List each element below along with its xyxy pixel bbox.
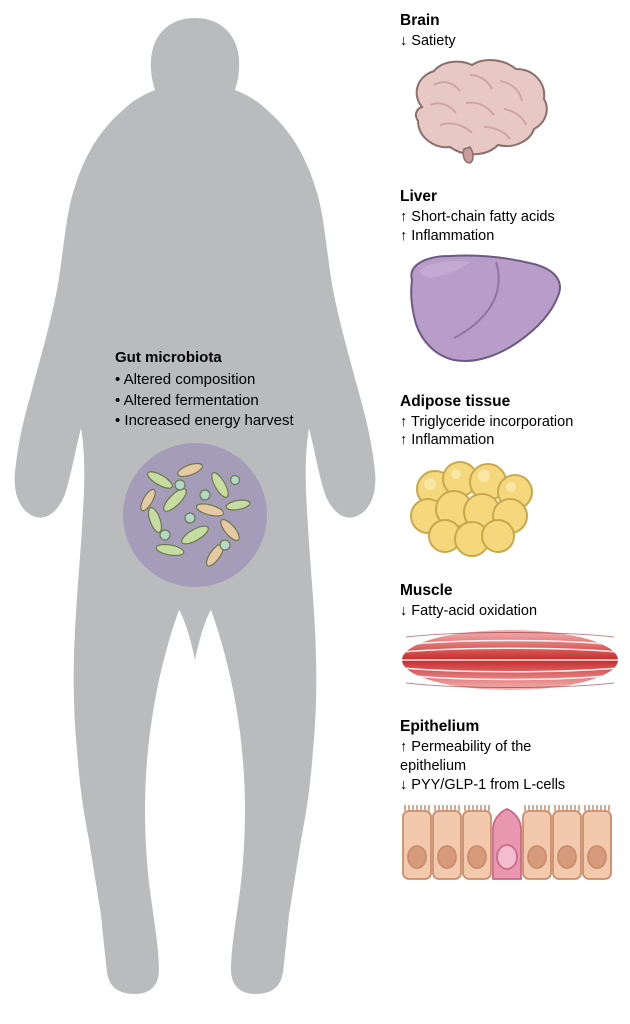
muscle-icon — [400, 625, 620, 695]
section-liver: Liver ↑ Short-chain fatty acids ↑ Inflam… — [400, 188, 620, 375]
adipose-line: ↑ Inflammation — [400, 431, 620, 450]
gut-bullet: • Altered composition — [115, 370, 355, 390]
epithelium-title: Epithelium — [400, 718, 620, 736]
liver-title: Liver — [400, 188, 620, 206]
diagram-root: Gut microbiota • Altered composition • A… — [0, 0, 630, 1024]
epithelium-icon — [400, 799, 615, 884]
gut-bullet: • Increased energy harvest — [115, 411, 355, 431]
gut-bullet: • Altered fermentation — [115, 391, 355, 411]
adipose-line: ↑ Triglyceride incorporation — [400, 413, 620, 432]
section-brain: Brain ↓ Satiety — [400, 12, 620, 170]
liver-line: ↑ Inflammation — [400, 227, 620, 246]
organ-effects-column: Brain ↓ Satiety — [400, 12, 620, 907]
brain-title: Brain — [400, 12, 620, 30]
microbiota-icon — [120, 440, 270, 590]
epithelial-cell — [403, 811, 431, 879]
adipose-icon — [400, 454, 550, 559]
epithelium-line: epithelium — [400, 757, 620, 776]
epithelium-line: ↓ PYY/GLP-1 from L-cells — [400, 776, 620, 795]
gut-microbiota-label: Gut microbiota • Altered composition • A… — [115, 348, 355, 431]
section-muscle: Muscle ↓ Fatty-acid oxidation — [400, 582, 620, 700]
epithelium-line: ↑ Permeability of the — [400, 738, 620, 757]
liver-icon — [400, 250, 570, 370]
brain-line: ↓ Satiety — [400, 32, 620, 51]
l-cell — [493, 809, 521, 879]
section-adipose: Adipose tissue ↑ Triglyceride incorporat… — [400, 393, 620, 565]
adipose-title: Adipose tissue — [400, 393, 620, 411]
muscle-line: ↓ Fatty-acid oxidation — [400, 602, 620, 621]
muscle-title: Muscle — [400, 582, 620, 600]
liver-line: ↑ Short-chain fatty acids — [400, 208, 620, 227]
section-epithelium: Epithelium ↑ Permeability of the epithel… — [400, 718, 620, 889]
brain-icon — [400, 55, 555, 165]
gut-title: Gut microbiota — [115, 348, 355, 368]
